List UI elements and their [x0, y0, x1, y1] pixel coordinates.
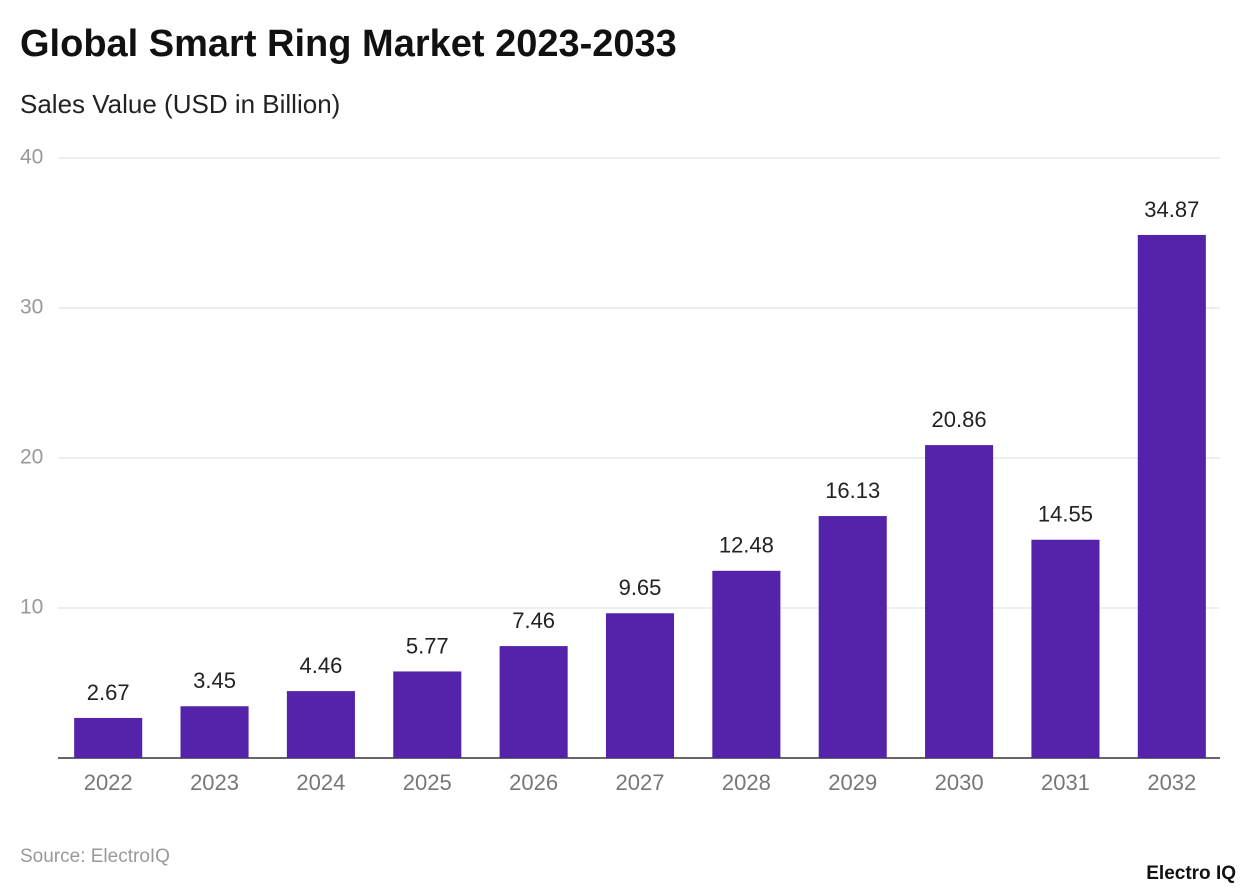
bar: [74, 717, 143, 758]
x-tick-label: 2029: [828, 770, 877, 795]
value-label: 3.45: [193, 668, 236, 693]
bar: [818, 516, 887, 758]
chart-subtitle: Sales Value (USD in Billion): [20, 89, 340, 119]
x-tick-label: 2027: [616, 770, 665, 795]
bar: [605, 613, 675, 758]
bar: [1031, 539, 1100, 758]
bar: [1137, 234, 1206, 758]
x-tick-label: 2024: [296, 770, 345, 795]
y-tick-label: 20: [20, 446, 43, 469]
value-label: 14.55: [1038, 502, 1093, 527]
y-tick-label: 40: [20, 146, 43, 169]
bar: [180, 706, 249, 758]
value-label: 2.67: [87, 680, 130, 705]
value-label: 16.13: [825, 478, 880, 503]
value-label: 20.86: [932, 407, 987, 432]
x-tick-label: 2032: [1147, 770, 1196, 795]
brand-logo: Electro IQ: [1146, 863, 1236, 884]
value-label: 4.46: [299, 653, 342, 678]
value-label: 9.65: [619, 575, 662, 600]
x-tick-label: 2028: [722, 770, 771, 795]
y-tick-label: 10: [20, 596, 43, 619]
bar: [925, 445, 994, 758]
value-label: 34.87: [1144, 197, 1199, 222]
bar: [499, 646, 568, 758]
x-tick-label: 2022: [84, 770, 133, 795]
value-label: 5.77: [406, 633, 449, 658]
bar: [286, 691, 355, 758]
x-tick-label: 2031: [1041, 770, 1090, 795]
x-tick-label: 2023: [190, 770, 239, 795]
x-tick-label: 2026: [509, 770, 558, 795]
y-tick-label: 30: [20, 296, 43, 319]
source: Source: ElectroIQ: [20, 846, 170, 867]
value-label: 12.48: [719, 533, 774, 558]
bar: [393, 671, 462, 758]
bar: [712, 570, 781, 758]
x-tick-label: 2030: [935, 770, 984, 795]
chart-title: Global Smart Ring Market 2023-2033: [20, 23, 677, 65]
value-label: 7.46: [512, 608, 555, 633]
x-tick-label: 2025: [403, 770, 452, 795]
